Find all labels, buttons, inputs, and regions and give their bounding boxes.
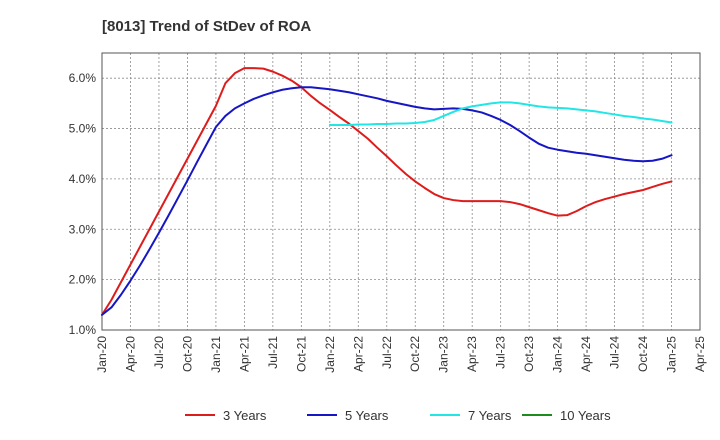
x-tick-label: Apr-25 bbox=[693, 336, 707, 372]
y-axis: 1.0% 2.0% 3.0% 4.0% 5.0% 6.0% bbox=[69, 71, 97, 337]
x-tick-label: Apr-21 bbox=[237, 336, 251, 372]
legend-item-3-years: 3 Years bbox=[185, 408, 267, 423]
legend-label: 7 Years bbox=[468, 408, 512, 423]
plot-area bbox=[101, 52, 701, 331]
y-tick-label: 3.0% bbox=[69, 222, 97, 236]
x-tick-label: Jul-22 bbox=[380, 336, 394, 369]
x-tick-label: Jul-20 bbox=[152, 336, 166, 369]
series-line-3-years bbox=[101, 67, 673, 316]
x-tick-label: Jul-23 bbox=[494, 336, 508, 369]
legend-item-7-years: 7 Years bbox=[430, 408, 512, 423]
legend-item-10-years: 10 Years bbox=[522, 408, 611, 423]
x-tick-label: Apr-22 bbox=[351, 336, 365, 372]
x-tick-label: Oct-21 bbox=[294, 336, 308, 372]
x-tick-label: Jul-24 bbox=[608, 336, 622, 369]
series-line-7-years bbox=[328, 101, 673, 127]
legend-item-5-years: 5 Years bbox=[307, 408, 389, 423]
x-tick-label: Oct-20 bbox=[180, 336, 194, 372]
x-tick-label: Apr-20 bbox=[123, 336, 137, 372]
x-tick-label: Apr-24 bbox=[579, 336, 593, 372]
legend: 3 Years 5 Years 7 Years 10 Years bbox=[185, 408, 611, 423]
x-tick-label: Jan-25 bbox=[665, 336, 679, 373]
x-tick-label: Apr-23 bbox=[465, 336, 479, 372]
x-tick-label: Jan-23 bbox=[437, 336, 451, 373]
series-lines bbox=[101, 67, 673, 316]
series-line-5-years bbox=[101, 86, 673, 316]
chart-title: [8013] Trend of StDev of ROA bbox=[102, 18, 311, 35]
legend-label: 5 Years bbox=[345, 408, 389, 423]
y-tick-label: 2.0% bbox=[69, 273, 97, 287]
x-tick-label: Oct-24 bbox=[636, 336, 650, 372]
y-tick-label: 4.0% bbox=[69, 172, 97, 186]
x-tick-label: Jan-24 bbox=[551, 336, 565, 373]
x-tick-label: Jan-22 bbox=[323, 336, 337, 373]
y-tick-label: 1.0% bbox=[69, 323, 97, 337]
y-tick-label: 6.0% bbox=[69, 71, 97, 85]
y-tick-label: 5.0% bbox=[69, 122, 97, 136]
legend-label: 10 Years bbox=[560, 408, 611, 423]
legend-label: 3 Years bbox=[223, 408, 267, 423]
x-axis: Jan-20 Apr-20 Jul-20 Oct-20 Jan-21 Apr-21 Jul-… bbox=[95, 336, 707, 373]
x-tick-label: Oct-23 bbox=[522, 336, 536, 372]
x-tick-label: Jan-20 bbox=[95, 336, 109, 373]
x-tick-label: Oct-22 bbox=[408, 336, 422, 372]
grid-lines bbox=[102, 53, 700, 331]
x-tick-label: Jan-21 bbox=[209, 336, 223, 373]
x-tick-label: Jul-21 bbox=[266, 336, 280, 369]
